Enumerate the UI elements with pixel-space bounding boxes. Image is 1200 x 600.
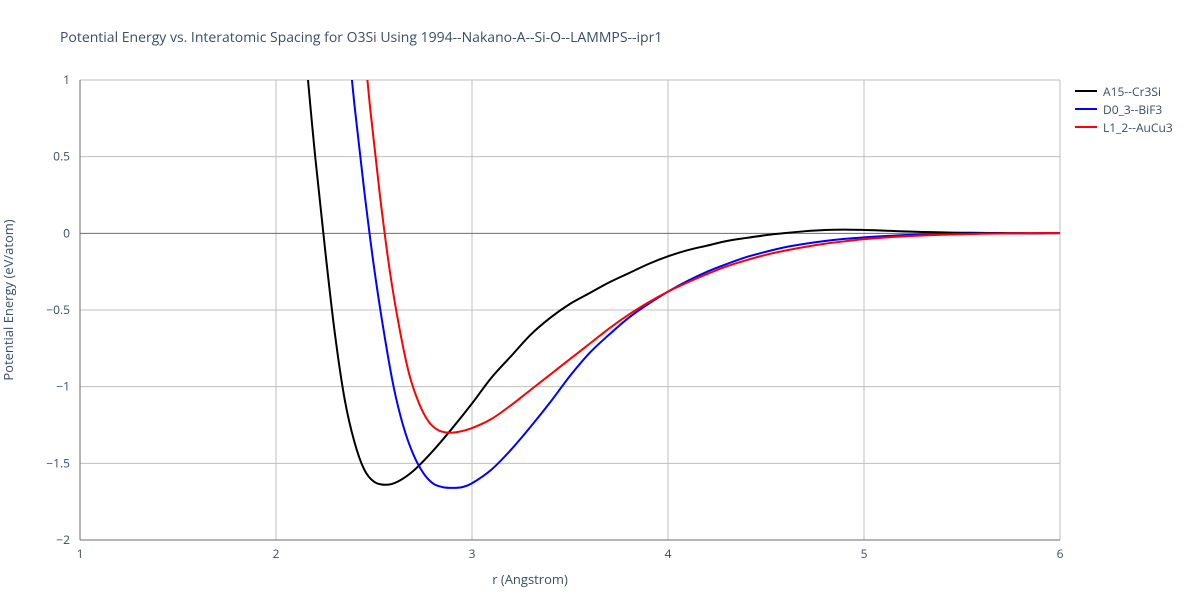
y-tick-label: 0.5	[53, 148, 70, 165]
y-tick-label: −0.5	[46, 301, 70, 318]
y-tick-label: 0	[63, 224, 70, 241]
legend: A15--Cr3SiD0_3--BiF3L1_2--AuCu3	[1075, 82, 1173, 136]
x-tick-label: 5	[861, 545, 868, 562]
legend-item[interactable]: D0_3--BiF3	[1075, 100, 1173, 118]
y-tick-label: −1.5	[46, 454, 70, 471]
legend-label: L1_2--AuCu3	[1103, 119, 1173, 136]
series-line[interactable]	[341, 0, 1060, 433]
legend-item[interactable]: L1_2--AuCu3	[1075, 118, 1173, 136]
y-tick-label: 1	[63, 71, 70, 88]
legend-label: A15--Cr3Si	[1103, 83, 1161, 100]
legend-swatch	[1075, 126, 1097, 128]
legend-item[interactable]: A15--Cr3Si	[1075, 82, 1173, 100]
x-tick-label: 2	[273, 545, 280, 562]
legend-label: D0_3--BiF3	[1103, 101, 1162, 118]
y-tick-label: −2	[56, 531, 70, 548]
chart-container: Potential Energy vs. Interatomic Spacing…	[0, 0, 1200, 600]
legend-swatch	[1075, 108, 1097, 110]
x-tick-label: 1	[77, 545, 84, 562]
series-line[interactable]	[286, 0, 1060, 485]
series-line[interactable]	[325, 0, 1060, 488]
x-tick-label: 3	[469, 545, 476, 562]
legend-swatch	[1075, 90, 1097, 92]
y-tick-label: −1	[56, 378, 70, 395]
plot-svg: 1 2 3 4 5 6 −2 −1.5 −1 −0.5 0 0.5 1	[0, 0, 1200, 600]
x-tick-label: 4	[665, 545, 672, 562]
x-tick-label: 6	[1057, 545, 1064, 562]
